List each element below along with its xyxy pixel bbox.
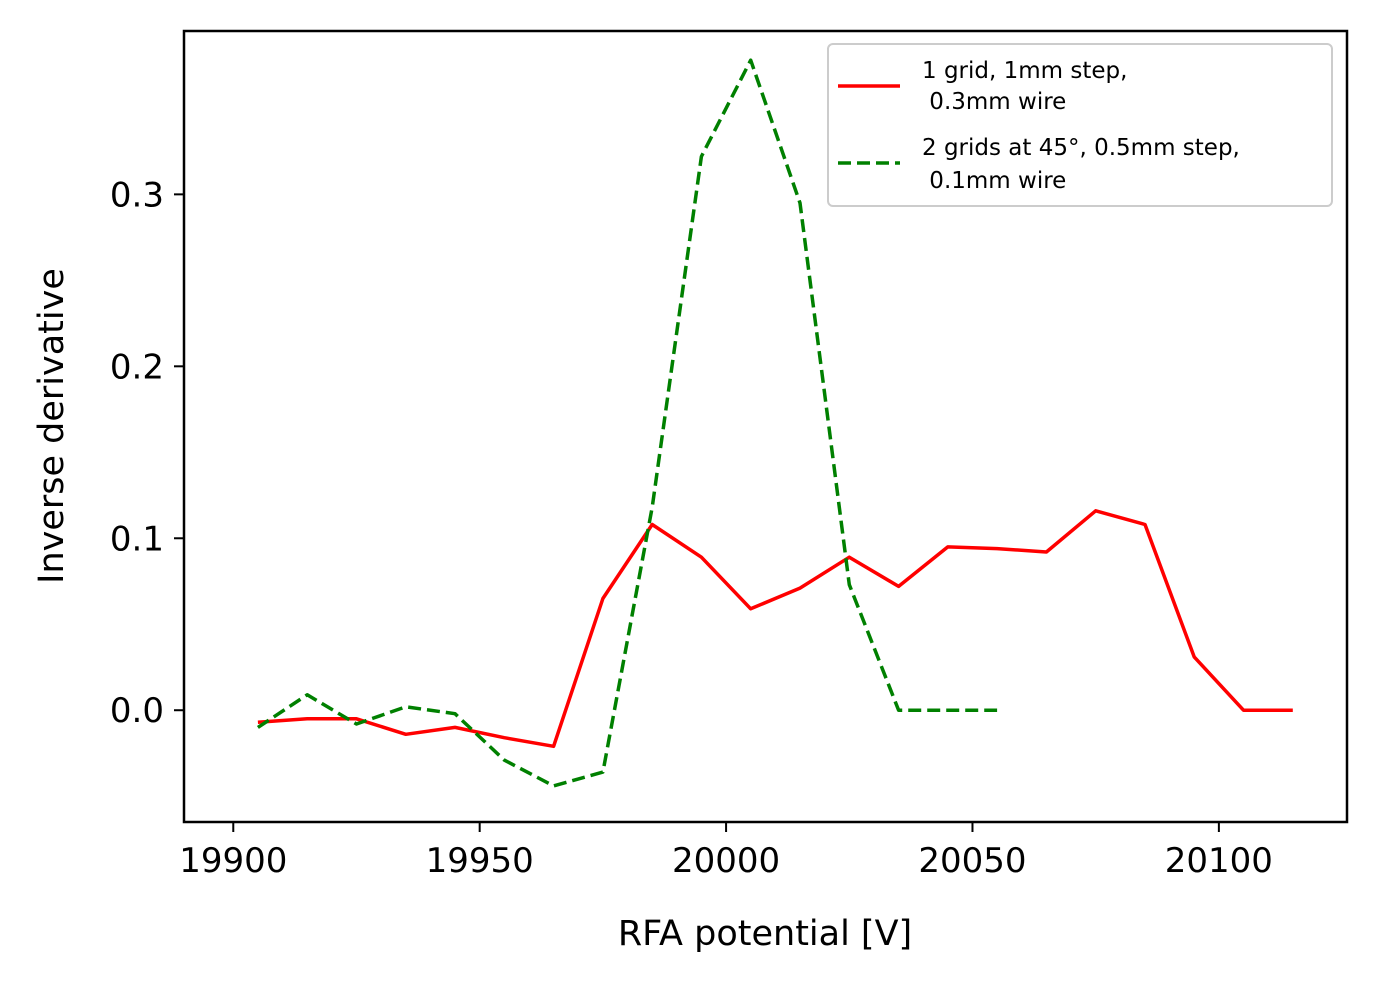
y-tick-label: 0.1 <box>110 519 164 559</box>
x-tick-label: 20000 <box>672 841 780 881</box>
series-line-1 <box>257 509 1293 749</box>
legend-label-series-1-line-1: 1 grid, 1mm step, <box>922 58 1127 84</box>
y-tick-label: 0.0 <box>110 691 164 731</box>
y-tick-label: 0.3 <box>110 175 164 215</box>
y-tick-label: 0.2 <box>110 347 164 387</box>
axes-frame <box>182 29 1349 824</box>
x-tick-label: 19900 <box>179 841 287 881</box>
x-tick-label: 20050 <box>918 841 1026 881</box>
legend: 1 grid, 1mm step, 0.3mm wire 2 grids at … <box>827 43 1333 207</box>
x-axis-label: RFA potential [V] <box>618 914 912 954</box>
plot-lines <box>256 58 1293 788</box>
x-tick-label: 19950 <box>426 841 534 881</box>
series-line-2 <box>256 58 998 788</box>
y-axis-label: Inverse derivative <box>32 268 72 584</box>
x-tick-label: 20100 <box>1165 841 1273 881</box>
legend-label-series-2-line-1: 2 grids at 45°, 0.5mm step, <box>922 135 1240 161</box>
legend-label-series-1-line-2: 0.3mm wire <box>922 89 1066 115</box>
x-axis-ticks: 19900 19950 20000 20050 20100 <box>179 822 1273 881</box>
legend-box <box>827 43 1333 207</box>
y-axis-ticks: 0.0 0.1 0.2 0.3 <box>110 175 184 731</box>
legend-label-series-2-line-2: 0.1mm wire <box>922 168 1066 194</box>
